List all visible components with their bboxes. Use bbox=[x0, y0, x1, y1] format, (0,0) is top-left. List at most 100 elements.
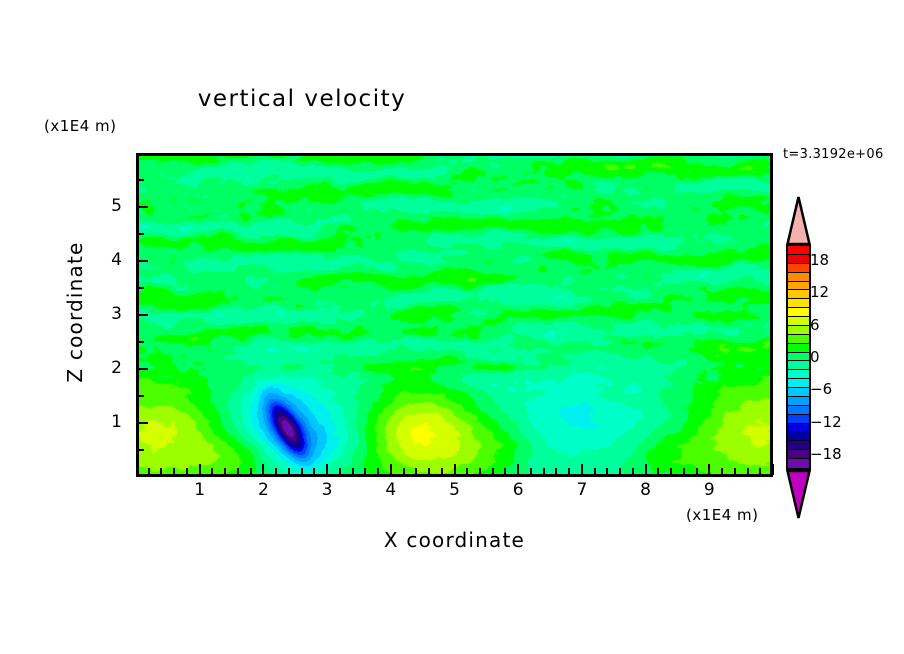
y-axis-title: Z coordinate bbox=[63, 241, 87, 383]
colorbar bbox=[783, 196, 815, 519]
x-axis-minor-tick bbox=[606, 468, 609, 475]
x-axis-minor-tick bbox=[147, 468, 150, 475]
colorbar-segment bbox=[788, 281, 809, 291]
colorbar-segment bbox=[788, 423, 809, 433]
colorbar-segment bbox=[788, 441, 809, 451]
x-axis-tick-label: 8 bbox=[640, 480, 651, 500]
y-axis-major-tick bbox=[137, 260, 148, 262]
x-axis-minor-tick bbox=[619, 468, 622, 475]
x-axis-minor-tick bbox=[504, 468, 507, 475]
x-axis-major-tick bbox=[326, 464, 329, 475]
x-axis-minor-tick bbox=[173, 468, 176, 475]
colorbar-segment bbox=[788, 396, 809, 406]
colorbar-tick-label: 0 bbox=[810, 348, 820, 366]
y-axis-major-tick bbox=[137, 206, 148, 208]
contour-plot-area bbox=[136, 153, 773, 477]
colorbar-segment bbox=[788, 405, 809, 415]
x-axis-minor-tick bbox=[249, 468, 252, 475]
x-axis-minor-tick bbox=[466, 468, 469, 475]
chart-title: vertical velocity bbox=[0, 86, 904, 112]
y-axis-tick-label: 1 bbox=[111, 412, 122, 432]
colorbar-segment bbox=[788, 317, 809, 326]
colorbar-segment bbox=[788, 388, 809, 397]
x-axis-tick-label: 4 bbox=[385, 480, 397, 500]
x-axis-minor-tick bbox=[440, 468, 443, 475]
y-axis-tick-label: 3 bbox=[111, 304, 122, 324]
y-axis-major-tick bbox=[137, 368, 148, 370]
x-axis-major-tick bbox=[517, 464, 520, 475]
x-axis-minor-tick bbox=[721, 468, 724, 475]
x-axis-minor-tick bbox=[631, 468, 634, 475]
colorbar-segment bbox=[788, 254, 809, 264]
x-axis-minor-tick bbox=[338, 468, 341, 475]
x-axis-minor-tick bbox=[351, 468, 354, 475]
x-axis-minor-tick bbox=[224, 468, 227, 475]
x-axis-minor-tick bbox=[377, 468, 380, 475]
x-axis-minor-tick bbox=[682, 468, 685, 475]
colorbar-segment bbox=[788, 299, 809, 309]
x-axis-minor-tick bbox=[746, 468, 749, 475]
timestamp-label: t=3.3192e+06 bbox=[783, 147, 884, 162]
colorbar-segment bbox=[788, 450, 809, 459]
x-axis-major-tick bbox=[389, 464, 392, 475]
colorbar-segment bbox=[788, 343, 809, 353]
colorbar-segment bbox=[788, 325, 809, 335]
x-axis-minor-tick bbox=[593, 468, 596, 475]
colorbar-tick-label: 6 bbox=[810, 315, 820, 334]
colorbar-tick-label: 18 bbox=[810, 251, 830, 270]
x-axis-minor-tick bbox=[160, 468, 163, 475]
x-axis-minor-tick bbox=[542, 468, 545, 475]
x-axis-tick-label: 7 bbox=[576, 480, 588, 500]
x-axis-tick-label: 5 bbox=[449, 480, 460, 500]
x-axis-minor-tick bbox=[733, 468, 736, 475]
x-axis-title: X coordinate bbox=[383, 528, 526, 552]
colorbar-segment bbox=[788, 352, 809, 362]
colorbar-segment bbox=[788, 272, 809, 282]
colorbar-segment bbox=[788, 308, 809, 317]
colorbar-over-arrow bbox=[786, 196, 811, 245]
x-axis-tick-label: 3 bbox=[321, 480, 333, 500]
x-axis-minor-tick bbox=[275, 468, 278, 475]
colorbar-tick-label: 12 bbox=[810, 283, 830, 302]
chart-title-text: vertical velocity bbox=[197, 86, 407, 112]
colorbar-tick-label: −6 bbox=[810, 380, 833, 399]
x-axis-minor-tick bbox=[185, 468, 188, 475]
colorbar-segment bbox=[788, 290, 809, 300]
vertical-velocity-field bbox=[139, 156, 770, 474]
x-axis-minor-tick bbox=[313, 468, 316, 475]
x-axis-major-tick bbox=[198, 464, 201, 475]
y-axis-tick-label: 2 bbox=[111, 358, 122, 378]
colorbar-segment bbox=[788, 459, 809, 468]
y-axis-tick-label: 5 bbox=[111, 196, 122, 216]
x-axis-tick-label: 9 bbox=[703, 480, 715, 500]
y-axis-minor-tick bbox=[137, 233, 144, 235]
x-axis-minor-tick bbox=[529, 468, 532, 475]
x-axis-major-tick bbox=[453, 464, 456, 475]
colorbar-segment bbox=[788, 432, 809, 442]
x-axis-major-tick bbox=[708, 464, 711, 475]
x-axis-minor-tick bbox=[695, 468, 698, 475]
y-axis-major-tick bbox=[137, 314, 148, 316]
colorbar-segments bbox=[786, 244, 811, 470]
x-axis-major-tick bbox=[772, 464, 774, 475]
y-axis-unit-label: (x1E4 m) bbox=[44, 117, 117, 135]
x-axis-minor-tick bbox=[415, 468, 418, 475]
colorbar-segment bbox=[788, 370, 809, 380]
x-axis-tick-label: 6 bbox=[512, 480, 524, 500]
x-axis-unit-label: (x1E4 m) bbox=[686, 506, 759, 524]
colorbar-segment bbox=[788, 361, 809, 371]
x-axis-minor-tick bbox=[759, 468, 762, 475]
colorbar-segment bbox=[788, 379, 809, 388]
colorbar-tick-label: −18 bbox=[810, 444, 842, 463]
x-axis-minor-tick bbox=[402, 468, 405, 475]
x-axis-minor-tick bbox=[300, 468, 303, 475]
colorbar-segment bbox=[788, 246, 809, 255]
x-axis-major-tick bbox=[644, 464, 647, 475]
x-axis-minor-tick bbox=[670, 468, 673, 475]
x-axis-minor-tick bbox=[568, 468, 571, 475]
x-axis-minor-tick bbox=[428, 468, 431, 475]
x-axis-major-tick bbox=[580, 464, 583, 475]
y-axis-minor-tick bbox=[137, 341, 144, 343]
x-axis-minor-tick bbox=[491, 468, 494, 475]
